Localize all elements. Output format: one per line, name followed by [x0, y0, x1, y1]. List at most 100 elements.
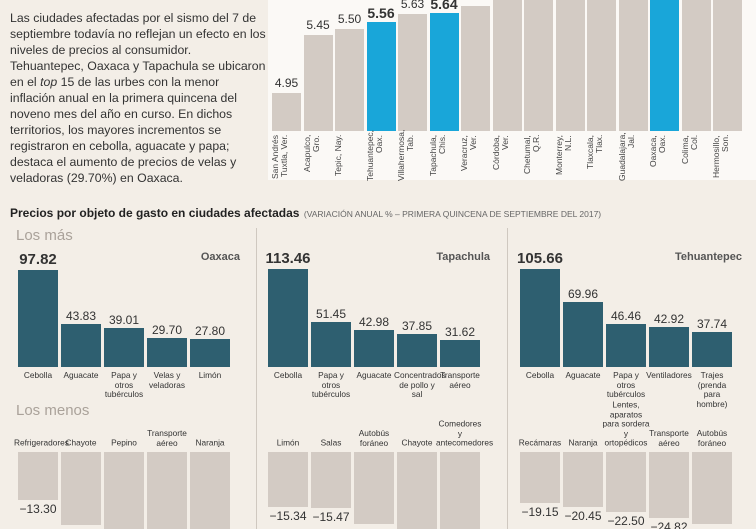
bar [398, 13, 427, 131]
category-label: Pepino [111, 437, 137, 448]
value-label: 46.46 [610, 308, 642, 323]
bar [354, 329, 394, 367]
category-label: Naranja [195, 437, 225, 448]
category-label: Aguacate [565, 370, 601, 380]
value-label: 43.83 [65, 308, 97, 323]
bar [147, 337, 187, 367]
bar [311, 452, 351, 508]
bar [18, 270, 58, 367]
value-label: −20.21 [53, 527, 109, 529]
text: top [40, 75, 58, 89]
bar [606, 323, 646, 367]
category-label: Villahermosa, Tab. [396, 129, 415, 181]
bar [104, 452, 144, 529]
value-label: 105.66 [517, 249, 563, 267]
bar [268, 452, 308, 508]
panel-title: Oaxaca [200, 251, 240, 263]
bar [429, 12, 459, 131]
category-label: Concentrados de pollo y sal [394, 370, 446, 399]
category-label: Chetumal, Q.R. [522, 135, 541, 174]
bar [520, 268, 560, 367]
value-label: 5.70 [455, 0, 496, 3]
value-label: 42.98 [358, 314, 390, 329]
bar [606, 452, 646, 512]
value-label: 4.95 [274, 75, 299, 90]
value-label: 39.01 [108, 313, 140, 328]
value-label: −20.45 [564, 508, 602, 523]
bar [190, 339, 230, 367]
bar [520, 452, 560, 504]
bar [555, 0, 585, 131]
category-label: Hermosillo, Son. [711, 135, 730, 178]
value-label: −15.34 [269, 509, 307, 524]
panel-title: Tehuantepec [674, 251, 742, 263]
bar [366, 22, 396, 131]
bar [397, 452, 437, 529]
category-label: Salas [320, 437, 342, 448]
category-label: Monterrey, N.L. [553, 135, 573, 175]
label: Los más [16, 227, 73, 244]
text: 15 de las urbes con la menor inflación a… [10, 75, 237, 185]
value-label: 27.80 [194, 324, 226, 339]
bar [61, 452, 101, 525]
bar [335, 28, 364, 131]
category-label: Limón [276, 437, 300, 448]
bar [492, 0, 522, 131]
category-label: Veracruz, Ver. [459, 135, 478, 171]
bar [563, 302, 603, 367]
category-label: Chayote [65, 437, 97, 448]
bar [650, 0, 679, 131]
category-label: Aguacate [356, 370, 392, 380]
value-label: 5.63 [400, 0, 425, 11]
category-label: Tehuantepec, Oax. [364, 129, 384, 181]
bar [190, 452, 230, 529]
bar [272, 92, 301, 131]
value-label: 97.82 [19, 251, 57, 269]
bar [524, 0, 553, 131]
bar [354, 452, 394, 524]
category-label: Oaxaca, Oax. [648, 135, 667, 167]
bar [713, 0, 742, 131]
section-subtitle: (VARIACIÓN ANUAL % – PRIMERA QUINCENA DE… [303, 209, 602, 219]
bar [692, 452, 732, 524]
category-label: Aguacate [63, 370, 99, 380]
category-label: Tlaxcala, Tlax. [585, 135, 604, 170]
value-label: 37.85 [401, 319, 433, 334]
bar [104, 328, 144, 367]
panel-title: Tapachula [436, 251, 490, 263]
bar [268, 268, 308, 367]
value-label: 42.92 [653, 312, 685, 327]
section-header: Precios por objeto de gasto en ciudades … [10, 204, 750, 222]
category-label: Recámaras [518, 437, 562, 448]
bar [461, 5, 490, 131]
value-label: 31.62 [444, 324, 476, 339]
category-label: Limón [198, 370, 222, 380]
value-label: 5.56 [367, 5, 395, 22]
value-label: −19.15 [521, 505, 559, 520]
category-label: Transporte aéreo [649, 428, 689, 448]
label: Los menos [16, 402, 90, 419]
bar [440, 452, 480, 529]
category-label: Transporte aéreo [147, 428, 187, 448]
bar [692, 331, 732, 367]
bar [681, 0, 711, 131]
category-label: Cebolla [273, 370, 303, 380]
category-label: Ventiladores [646, 370, 692, 380]
bar [311, 322, 351, 367]
category-label: Acapulco, Gro. [301, 135, 321, 173]
value-label: −15.47 [312, 509, 350, 524]
bar [587, 0, 616, 131]
category-label: Trajes (prenda para hombre) [696, 370, 728, 409]
value-label: −24.82 [650, 520, 688, 529]
category-label: Colima, Col. [679, 135, 699, 164]
category-label: Comedores y antecomedores [436, 418, 494, 448]
category-label: Guadalajara, Jal. [616, 132, 636, 181]
category-label: Autobús foráneo [696, 428, 728, 448]
bar [618, 0, 648, 131]
bar [303, 34, 333, 131]
category-label: Cebolla [525, 370, 555, 380]
bar [397, 334, 437, 367]
paragraph: Las ciudades afectadas por el sismo del … [10, 10, 266, 186]
category-label: Autobús foráneo [358, 428, 390, 448]
